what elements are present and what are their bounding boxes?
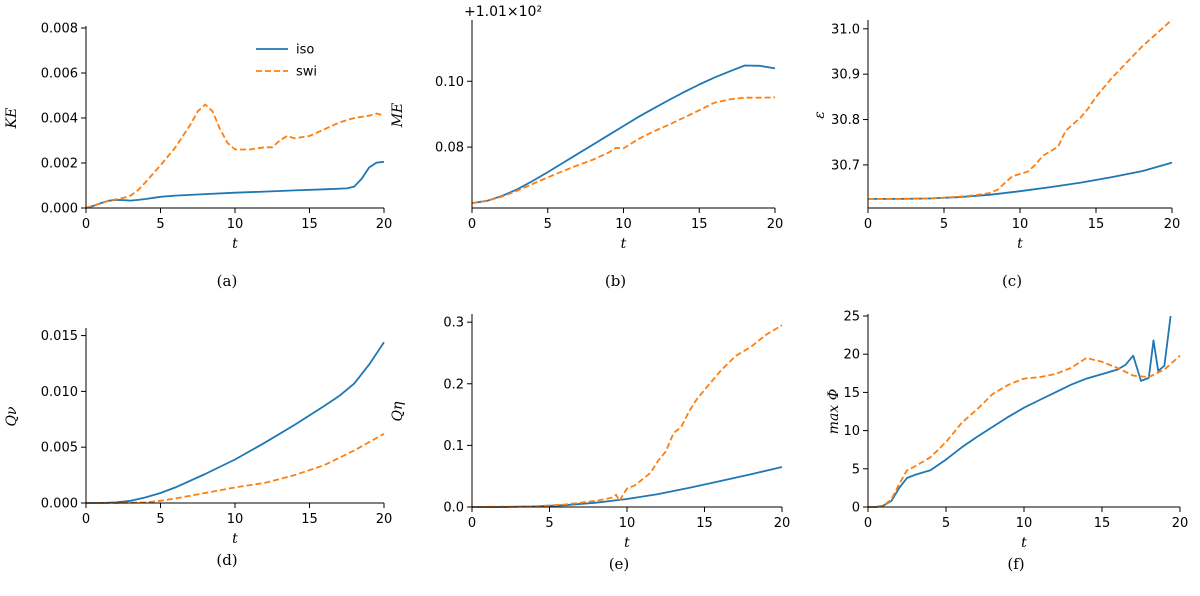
panel-caption: (a) — [217, 272, 238, 290]
x-tick-label: 10 — [1016, 516, 1033, 531]
x-tick-label: 15 — [696, 516, 713, 531]
y-tick-label: 0 — [852, 501, 860, 516]
y-tick-label: 0.000 — [41, 497, 78, 512]
legend: iso swi — [256, 43, 317, 80]
x-axis-label: t — [1021, 535, 1027, 551]
legend-label-swi: swi — [296, 65, 317, 80]
y-tick-label: 0.015 — [41, 329, 78, 344]
y-tick-label: 0.004 — [41, 112, 78, 127]
series-iso-line — [868, 161, 1173, 200]
series-swi-line — [868, 355, 1181, 508]
x-tick-label: 10 — [227, 217, 244, 232]
series-swi-line — [868, 19, 1173, 200]
x-tick-label: 20 — [767, 217, 784, 232]
y-tick-label: 10 — [843, 424, 860, 439]
x-tick-label: 15 — [691, 217, 708, 232]
x-tick-label: 15 — [1088, 217, 1105, 232]
y-tick-label: 30.9 — [831, 68, 860, 83]
y-tick-label: 0.08 — [435, 141, 464, 156]
y-tick-label: 0.005 — [41, 441, 78, 456]
x-tick-label: 20 — [376, 512, 393, 527]
x-axis-label: t — [1017, 236, 1023, 252]
x-tick-label: 20 — [774, 516, 791, 531]
y-tick-label: 25 — [843, 310, 860, 325]
y-tick-label: 30.7 — [831, 158, 860, 173]
y-axis-label: ME — [390, 103, 406, 129]
panel-e: 0 5 10 15 20 0.0 0.1 0.2 0.3 t Qη (e) — [390, 314, 790, 573]
x-tick-label: 20 — [1164, 217, 1181, 232]
y-tick-label: 0.10 — [435, 75, 464, 90]
panel-f: 0 5 10 15 20 0 5 10 15 20 25 t max Φ (f) — [826, 310, 1188, 574]
panel-caption: (f) — [1007, 555, 1024, 573]
panel-b: 0 5 10 15 20 0.08 0.10 t ME +1.01×10² (b) — [390, 4, 783, 290]
x-tick-label: 15 — [1094, 516, 1111, 531]
y-tick-label: 0.002 — [41, 157, 78, 172]
x-tick-label: 5 — [156, 512, 164, 527]
y-tick-label: 0.3 — [443, 316, 464, 331]
panel-caption: (e) — [609, 555, 630, 573]
series-iso-line — [86, 341, 385, 504]
y-tick-label: 0.000 — [41, 202, 78, 217]
x-axis-label: t — [621, 236, 627, 252]
x-tick-label: 0 — [864, 516, 872, 531]
x-tick-label: 10 — [615, 217, 632, 232]
series-iso-line — [472, 466, 783, 508]
x-tick-label: 5 — [942, 516, 950, 531]
y-tick-label: 0.0 — [443, 501, 464, 516]
series-swi-line — [471, 324, 783, 508]
y-axis-label: KE — [4, 108, 20, 130]
x-tick-label: 10 — [619, 516, 636, 531]
x-tick-label: 15 — [301, 217, 318, 232]
series-iso-line — [868, 315, 1172, 508]
series-swi-line — [86, 433, 385, 504]
y-tick-label: 0.008 — [41, 22, 78, 37]
y-tick-label: 5 — [852, 462, 860, 477]
x-tick-label: 0 — [82, 512, 90, 527]
x-axis-label: t — [232, 236, 238, 252]
series-iso-line — [471, 64, 776, 204]
y-tick-label: 0.010 — [41, 385, 78, 400]
y-tick-label: 0.1 — [443, 439, 464, 454]
legend-label-iso: iso — [296, 43, 314, 58]
y-tick-label: 20 — [843, 348, 860, 363]
x-tick-label: 5 — [156, 217, 164, 232]
y-tick-label: 0.2 — [443, 377, 464, 392]
x-tick-label: 0 — [82, 217, 90, 232]
series-swi-line — [85, 103, 385, 209]
panel-d: 0 5 10 15 20 0.000 0.005 0.010 0.015 t Qν (d) — [4, 328, 392, 569]
y-axis-label: Qη — [390, 401, 406, 421]
x-tick-label: 15 — [301, 512, 318, 527]
panel-caption: (d) — [216, 551, 237, 569]
x-tick-label: 5 — [544, 217, 552, 232]
x-tick-label: 10 — [227, 512, 244, 527]
panel-a: 0 5 10 15 20 0.000 0.002 0.004 0.006 0.008 t KE (a) i… — [4, 22, 392, 291]
series-swi-line — [471, 96, 776, 204]
panel-caption: (b) — [605, 272, 626, 290]
x-tick-label: 0 — [864, 217, 872, 232]
y-tick-label: 30.8 — [831, 113, 860, 128]
x-axis-label: t — [232, 531, 238, 547]
y-axis-label: max Φ — [826, 389, 842, 434]
x-axis-label: t — [624, 535, 630, 551]
series-iso-line — [85, 161, 385, 209]
panel-caption: (c) — [1002, 272, 1022, 290]
x-tick-label: 20 — [1172, 516, 1189, 531]
panel-c: 0 5 10 15 20 30.7 30.8 30.9 31.0 t ε (c) — [812, 19, 1181, 290]
x-tick-label: 10 — [1012, 217, 1029, 232]
y-axis-label: Qν — [4, 406, 20, 426]
x-tick-label: 5 — [545, 516, 553, 531]
x-tick-label: 20 — [376, 217, 393, 232]
y-tick-label: 15 — [843, 386, 860, 401]
y-tick-label: 31.0 — [831, 22, 860, 37]
y-tick-label: 0.006 — [41, 67, 78, 82]
x-tick-label: 5 — [940, 217, 948, 232]
y-offset-text: +1.01×10² — [464, 4, 542, 20]
x-tick-label: 0 — [468, 217, 476, 232]
y-axis-label: ε — [812, 111, 828, 119]
x-tick-label: 0 — [468, 516, 476, 531]
